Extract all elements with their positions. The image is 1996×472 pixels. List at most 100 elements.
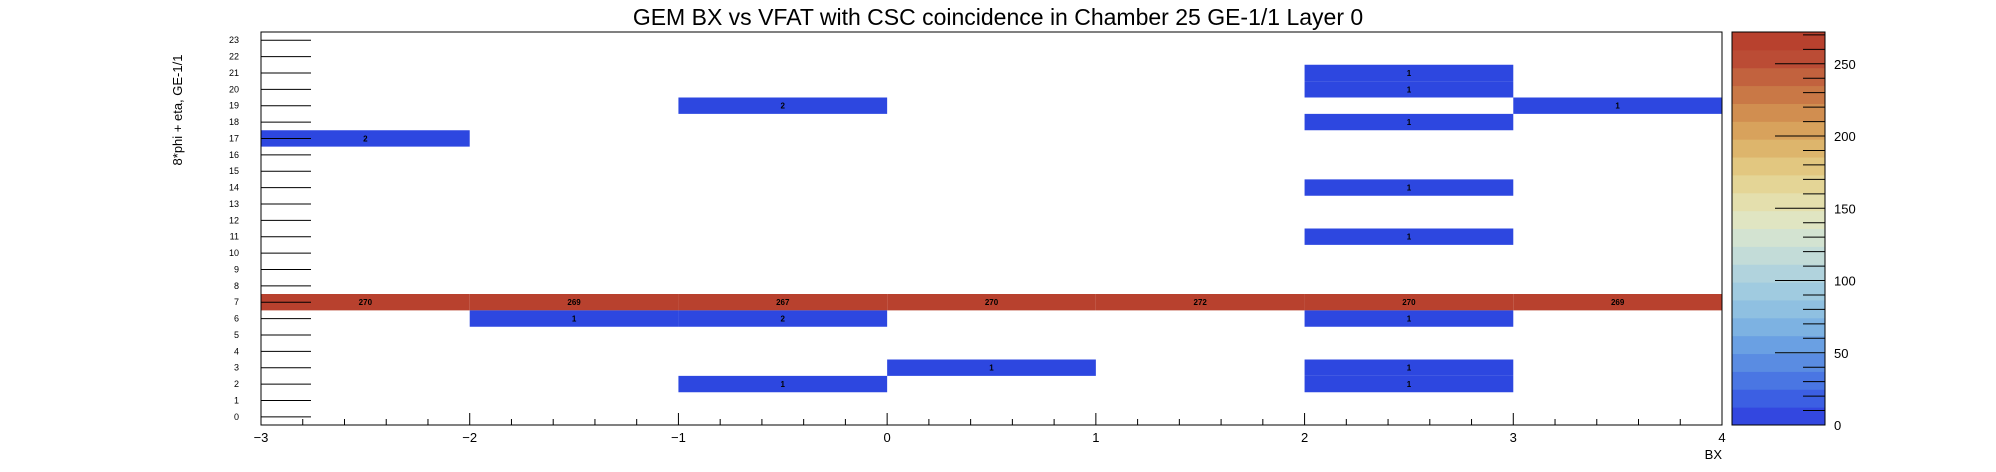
y-tick-label: 2 bbox=[234, 379, 239, 389]
z-tick-label: 250 bbox=[1834, 57, 1856, 72]
color-scale-segment bbox=[1732, 85, 1825, 104]
color-scale-segment bbox=[1732, 389, 1825, 408]
heatmap-cell bbox=[469, 310, 679, 327]
heatmap-cell bbox=[1304, 359, 1514, 376]
x-tick-label: −1 bbox=[671, 430, 686, 445]
heatmap-cell bbox=[678, 294, 888, 311]
heatmap-cell bbox=[1304, 310, 1514, 327]
color-scale-segment bbox=[1732, 103, 1825, 122]
cell-value-label: 1 bbox=[572, 315, 577, 324]
cell-value-label: 2 bbox=[363, 134, 368, 143]
heatmap-cell bbox=[1304, 81, 1514, 98]
cell-value-label: 1 bbox=[1407, 118, 1412, 127]
heatmap-cell bbox=[1304, 294, 1514, 311]
x-tick-label: 0 bbox=[884, 430, 891, 445]
y-tick-label: 17 bbox=[229, 133, 239, 143]
color-scale-segment bbox=[1732, 317, 1825, 337]
heatmap-cell bbox=[1513, 294, 1722, 311]
color-scale-segment bbox=[1732, 264, 1825, 283]
y-tick-label: 13 bbox=[229, 199, 239, 209]
y-tick-label: 20 bbox=[229, 84, 239, 94]
color-scale-segment bbox=[1732, 192, 1825, 212]
x-tick-label: 2 bbox=[1301, 430, 1308, 445]
heatmap-cell bbox=[1095, 294, 1305, 311]
z-tick-label: 50 bbox=[1834, 346, 1848, 361]
color-scale-segment bbox=[1732, 174, 1825, 194]
color-scale-segment bbox=[1732, 67, 1825, 87]
cell-value-label: 1 bbox=[1407, 85, 1412, 94]
y-tick-label: 12 bbox=[229, 215, 239, 225]
heatmap-cell bbox=[469, 294, 679, 311]
y-tick-label: 0 bbox=[234, 412, 239, 422]
heatmap-cell bbox=[1304, 113, 1514, 131]
cell-value-label: 269 bbox=[1611, 298, 1625, 307]
heatmap-cell bbox=[261, 130, 470, 147]
heatmap-cell bbox=[887, 359, 1096, 376]
y-tick-label: 10 bbox=[229, 248, 239, 258]
x-axis-label: BX bbox=[1705, 447, 1723, 462]
y-tick-label: 11 bbox=[230, 232, 239, 242]
y-tick-label: 3 bbox=[234, 363, 239, 373]
color-scale-segment bbox=[1732, 299, 1825, 319]
y-tick-label: 8 bbox=[234, 281, 239, 291]
heatmap-cell bbox=[1304, 64, 1514, 82]
plot-frame bbox=[260, 31, 1723, 426]
y-tick-label: 19 bbox=[229, 101, 239, 111]
y-tick-label: 6 bbox=[234, 314, 239, 324]
cell-value-label: 1 bbox=[1407, 315, 1412, 324]
color-scale-segment bbox=[1732, 139, 1825, 158]
heatmap-cell bbox=[261, 294, 470, 311]
x-tick-label: 4 bbox=[1718, 430, 1725, 445]
y-tick-label: 23 bbox=[229, 35, 239, 45]
heatmap-cell bbox=[678, 375, 888, 393]
y-tick-label: 21 bbox=[229, 68, 239, 78]
color-scale-segment bbox=[1732, 228, 1825, 247]
y-tick-label: 14 bbox=[229, 183, 239, 193]
color-scale-segment bbox=[1732, 282, 1825, 301]
cell-value-label: 269 bbox=[567, 298, 581, 307]
color-scale-segment bbox=[1732, 371, 1825, 390]
y-tick-label: 16 bbox=[229, 150, 239, 160]
color-scale-segment bbox=[1732, 121, 1825, 140]
x-tick-label: 3 bbox=[1510, 430, 1517, 445]
color-scale-segment bbox=[1732, 335, 1825, 355]
x-tick-label: −3 bbox=[254, 430, 269, 445]
color-scale: 0 50 100 150 200 250 bbox=[1731, 31, 1856, 433]
cell-value-label: 1 bbox=[1407, 364, 1412, 373]
cell-value-label: 270 bbox=[985, 298, 999, 307]
cell-value-label: 1 bbox=[1407, 69, 1412, 78]
y-tick-label: 4 bbox=[234, 346, 239, 356]
z-tick-label: 100 bbox=[1834, 274, 1856, 289]
y-tick-label: 22 bbox=[229, 52, 239, 62]
z-tick-label: 150 bbox=[1834, 201, 1856, 216]
y-tick-label: 1 bbox=[234, 395, 239, 405]
heatmap-cell bbox=[678, 310, 888, 327]
color-scale-segment bbox=[1732, 246, 1825, 265]
cell-value-label: 1 bbox=[1407, 184, 1412, 193]
chart-title: GEM BX vs VFAT with CSC coincidence in C… bbox=[633, 4, 1363, 30]
cell-value-label: 1 bbox=[781, 380, 786, 389]
y-axis-label: 8*phi + eta, GE-1/1 bbox=[170, 55, 185, 166]
cell-value-label: 270 bbox=[1402, 298, 1416, 307]
z-tick-label: 200 bbox=[1834, 129, 1856, 144]
y-tick-label: 18 bbox=[229, 117, 239, 127]
x-tick-label: 1 bbox=[1092, 430, 1099, 445]
cell-value-label: 267 bbox=[776, 298, 790, 307]
cell-value-label: 1 bbox=[989, 364, 994, 373]
color-scale-segment bbox=[1732, 157, 1825, 176]
cell-value-label: 1 bbox=[1407, 380, 1412, 389]
heatmap-cell bbox=[1304, 228, 1514, 245]
cell-value-label: 1 bbox=[1615, 102, 1620, 111]
cell-value-label: 2 bbox=[781, 315, 786, 324]
heatmap-cell bbox=[1304, 375, 1514, 393]
heatmap-cell bbox=[887, 294, 1096, 311]
z-tick-label: 0 bbox=[1834, 418, 1841, 433]
x-tick-label: −2 bbox=[462, 430, 477, 445]
color-scale-segment bbox=[1732, 353, 1825, 372]
color-scale-segment bbox=[1732, 407, 1825, 426]
heatmap-cell bbox=[1513, 97, 1722, 114]
y-tick-label: 15 bbox=[229, 166, 239, 176]
cell-value-label: 270 bbox=[359, 298, 373, 307]
